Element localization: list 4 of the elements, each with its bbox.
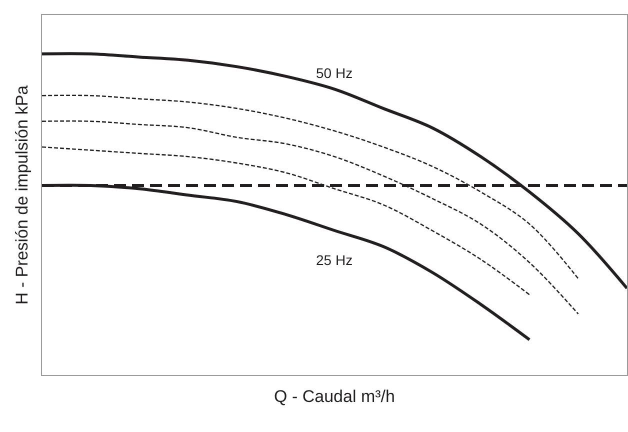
series-label: 50 Hz [316, 65, 353, 81]
y-axis-title: H - Presión de impulsión kPa [12, 84, 32, 305]
series-label: 25 Hz [316, 252, 353, 268]
x-axis-title: Q - Caudal m³/h [274, 386, 395, 406]
